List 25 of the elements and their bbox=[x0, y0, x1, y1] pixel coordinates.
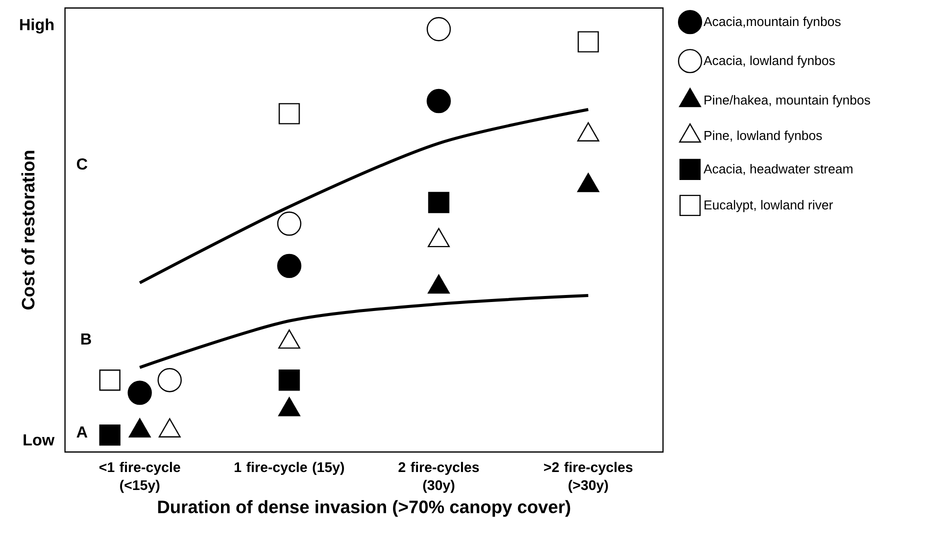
x-tick-label: 1 fire-cycle (15y) bbox=[234, 462, 344, 475]
annotation: C bbox=[76, 158, 88, 170]
point bbox=[128, 380, 152, 405]
x-tick-label: <1 fire-cycle (<15y) bbox=[99, 462, 180, 493]
point bbox=[426, 88, 451, 114]
x-axis-title: Duration of dense invasion (>70% canopy cover) bbox=[158, 500, 570, 517]
text: High bbox=[20, 18, 54, 34]
point bbox=[277, 212, 302, 236]
legend-label: Acacia,mountain fynbos bbox=[704, 16, 841, 29]
legend-label: Acacia, headwater stream bbox=[704, 164, 852, 176]
legend-label: Pine/hakea, mountain fynbos bbox=[704, 95, 870, 108]
legend-label: Acacia, lowland fynbos bbox=[704, 56, 835, 68]
annotation: A bbox=[76, 426, 88, 438]
point bbox=[278, 103, 300, 124]
legend-label: Pine, lowland fynbos bbox=[704, 130, 822, 143]
x-tick-label: >2 fire-cycles (>30y) bbox=[544, 462, 632, 493]
x-tick-label: 2 fire-cycles (30y) bbox=[398, 462, 479, 493]
point bbox=[426, 17, 451, 42]
legend-label: Eucalypt, lowland river bbox=[704, 200, 833, 212]
text: Low bbox=[24, 434, 55, 446]
point bbox=[278, 370, 300, 391]
point bbox=[428, 192, 450, 214]
y-axis-title: Cost of restoration bbox=[21, 150, 35, 310]
annotation: B bbox=[81, 334, 92, 344]
point bbox=[277, 254, 302, 278]
